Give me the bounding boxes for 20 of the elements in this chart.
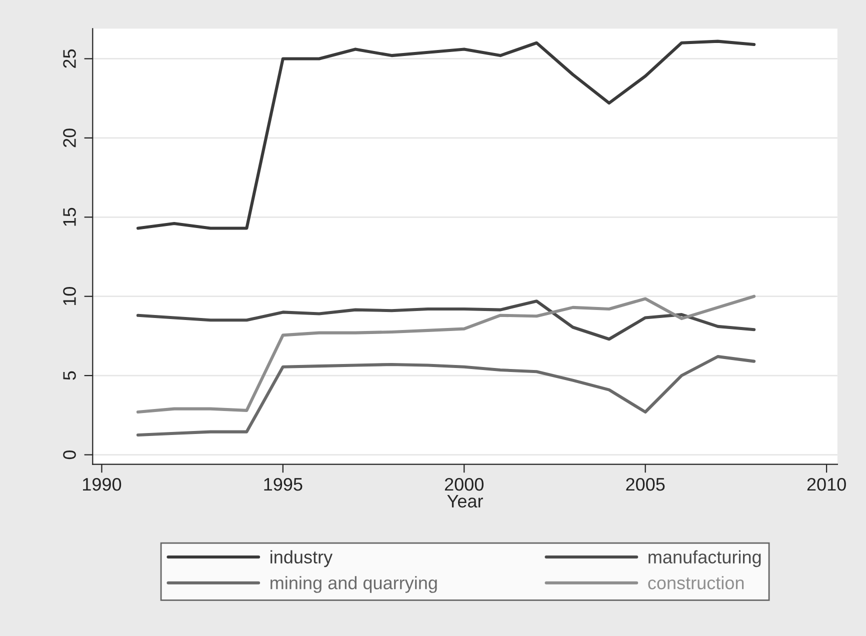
text: industry [270, 550, 333, 568]
line-series [136, 40, 756, 230]
x-tick-label: 2005 [626, 478, 665, 491]
text: manufacturing [648, 550, 761, 568]
text: construction [648, 576, 744, 590]
y-tick-label: 25 [63, 49, 76, 68]
x-axis-title: Year [447, 494, 483, 508]
x-tick-label: 1990 [83, 478, 122, 491]
y-tick-label: 20 [63, 128, 76, 148]
line-series [136, 300, 756, 341]
y-tick-label: 0 [63, 450, 76, 460]
line-series [136, 355, 756, 436]
x-tick-label: 1995 [264, 478, 302, 491]
y-tick-label: 10 [63, 287, 76, 306]
x-tick-label: 2000 [444, 478, 484, 491]
x-tick-label: 2010 [807, 478, 846, 491]
line-series [136, 294, 756, 414]
text: mining and quarrying [270, 576, 437, 593]
y-tick-label: 15 [63, 208, 76, 226]
y-tick-label: 5 [63, 371, 76, 380]
